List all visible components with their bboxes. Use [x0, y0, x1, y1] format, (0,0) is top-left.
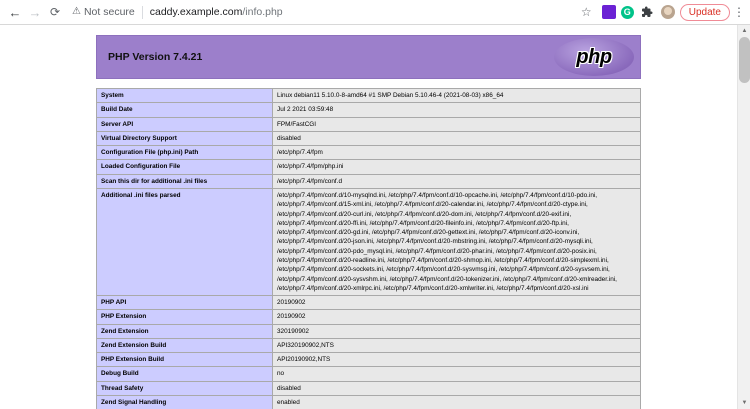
extension-green-circle-icon[interactable]: G	[620, 5, 634, 19]
table-row-label: Debug Build	[96, 366, 273, 382]
address-bar[interactable]: ⚠ Not secure caddy.example.com/info.php	[72, 2, 572, 22]
three-dot-menu-glyph: ⋮	[733, 4, 745, 19]
scroll-down-glyph: ▼	[741, 400, 748, 406]
table-row-label: Build Date	[96, 102, 273, 118]
table-row-value: enabled	[272, 395, 641, 409]
three-dot-menu-icon[interactable]: ⋮	[732, 4, 746, 19]
table-row-label: Virtual Directory Support	[96, 130, 273, 147]
back-button[interactable]: ←	[5, 2, 25, 22]
table-row: Zend Extension Build API320190902,NTS	[96, 337, 641, 354]
table-row-label: PHP API	[96, 295, 273, 311]
extension-green-glyph: G	[623, 6, 631, 17]
table-row-value: /etc/php/7.4/fpm	[272, 145, 641, 161]
phpinfo-table-body: System Linux debian11 5.10.0-8-amd64 #1 S…	[96, 87, 641, 409]
table-row: Thread Safety disabled	[96, 380, 641, 397]
url-host: caddy.example.com	[149, 6, 243, 18]
table-row: PHP Extension Build API20190902,NTS	[96, 352, 641, 368]
scroll-up-arrow[interactable]: ▲	[738, 25, 750, 37]
scroll-up-glyph: ▲	[741, 28, 748, 34]
table-row: PHP Extension 20190902	[96, 309, 641, 325]
reload-icon: ⟳	[49, 5, 61, 19]
table-row-value: API20190902,NTS	[272, 352, 641, 368]
table-row-value: 320190902	[272, 323, 641, 339]
table-row: Zend Extension 320190902	[96, 323, 641, 339]
php-logo-icon: php	[554, 38, 634, 76]
table-row-value: Jul 2 2021 03:59:48	[272, 102, 641, 118]
table-row-label: Additional .ini files parsed	[96, 187, 273, 297]
forward-button[interactable]: →	[25, 2, 45, 22]
scroll-down-arrow[interactable]: ▼	[738, 397, 750, 409]
table-row: Loaded Configuration File/etc/php/7.4/fp…	[96, 159, 641, 175]
table-row-value: 20190902	[272, 309, 641, 325]
table-row-value: no	[272, 366, 641, 382]
phpinfo-report: PHP Version 7.4.21 php System Linux debia…	[96, 35, 641, 409]
table-row-value: 20190902	[272, 295, 641, 311]
table-row-value: /etc/php/7.4/fpm/conf.d	[272, 173, 641, 189]
table-row-label: PHP Extension	[96, 309, 273, 325]
update-button[interactable]: Update	[679, 3, 730, 21]
browser-toolbar: ← → ⟳ ⚠ Not secure caddy.example.com/inf…	[0, 0, 750, 25]
page-title: PHP Version 7.4.21	[108, 51, 203, 63]
table-row-label: Server API	[96, 116, 273, 132]
table-row-value: API320190902,NTS	[272, 337, 641, 354]
table-row-value: Linux debian11 5.10.0-8-amd64 #1 SMP Deb…	[272, 87, 641, 104]
table-row-label: Loaded Configuration File	[96, 159, 273, 175]
arrow-left-icon: ←	[8, 4, 22, 20]
profile-avatar-icon[interactable]	[660, 5, 675, 19]
phpinfo-table: System Linux debian11 5.10.0-8-amd64 #1 S…	[96, 87, 641, 409]
puzzle-piece-glyph	[642, 6, 653, 17]
table-row-label: System	[96, 87, 273, 104]
page-viewport: PHP Version 7.4.21 php System Linux debia…	[0, 25, 750, 409]
phpinfo-header-banner: PHP Version 7.4.21 php	[96, 35, 641, 79]
table-row: Server API FPM/FastCGI	[96, 116, 641, 132]
table-row: Configuration File (php.ini) Path/etc/ph…	[96, 145, 641, 161]
arrow-right-icon: →	[28, 4, 42, 20]
page-content: PHP Version 7.4.21 php System Linux debia…	[0, 25, 737, 409]
table-row-value: FPM/FastCGI	[272, 116, 641, 132]
table-row-value: disabled	[272, 130, 641, 147]
table-row: PHP API 20190902	[96, 295, 641, 311]
security-status-chip[interactable]: ⚠ Not secure	[72, 6, 135, 18]
page-scrollbar[interactable]: ▲ ▼	[737, 25, 750, 409]
table-row-value: /etc/php/7.4/fpm/conf.d/10-mysqlnd.ini, …	[272, 187, 641, 297]
table-row: Zend Signal Handling enabled	[96, 395, 641, 409]
extension-purple-icon[interactable]	[601, 5, 616, 19]
omnibox-divider	[141, 5, 143, 19]
table-row: Build Date Jul 2 2021 03:59:48	[96, 102, 641, 118]
table-row-label: Zend Extension	[96, 323, 273, 339]
reload-button[interactable]: ⟳	[45, 2, 65, 22]
puzzle-piece-icon[interactable]	[639, 4, 656, 21]
star-icon[interactable]: ☆	[578, 4, 595, 21]
security-status-label: Not secure	[83, 6, 135, 18]
scrollbar-thumb[interactable]	[739, 37, 750, 83]
table-row-label: Scan this dir for additional .ini files	[96, 173, 273, 189]
php-logo-text: php	[576, 45, 612, 68]
table-row: Debug Build no	[96, 366, 641, 382]
star-glyph: ☆	[580, 5, 592, 19]
table-row-label: Zend Signal Handling	[96, 395, 273, 409]
table-row-label: PHP Extension Build	[96, 352, 273, 368]
table-row-label: Thread Safety	[96, 380, 273, 397]
table-row-value: disabled	[272, 380, 641, 397]
table-row-label: Zend Extension Build	[96, 337, 273, 354]
table-row: Scan this dir for additional .ini files /…	[96, 173, 641, 189]
table-row-label: Configuration File (php.ini) Path	[96, 145, 273, 161]
warning-triangle-icon: ⚠	[72, 6, 81, 17]
table-row: Virtual Directory Support disabled	[96, 130, 641, 147]
url-path: /info.php	[242, 6, 283, 18]
php-logo-ellipse: php	[554, 38, 634, 76]
update-button-label: Update	[688, 6, 721, 18]
table-row-value: /etc/php/7.4/fpm/php.ini	[272, 159, 641, 175]
table-row: Additional .ini files parsed/etc/php/7.4…	[96, 187, 641, 297]
table-row: System Linux debian11 5.10.0-8-amd64 #1 S…	[96, 87, 641, 104]
